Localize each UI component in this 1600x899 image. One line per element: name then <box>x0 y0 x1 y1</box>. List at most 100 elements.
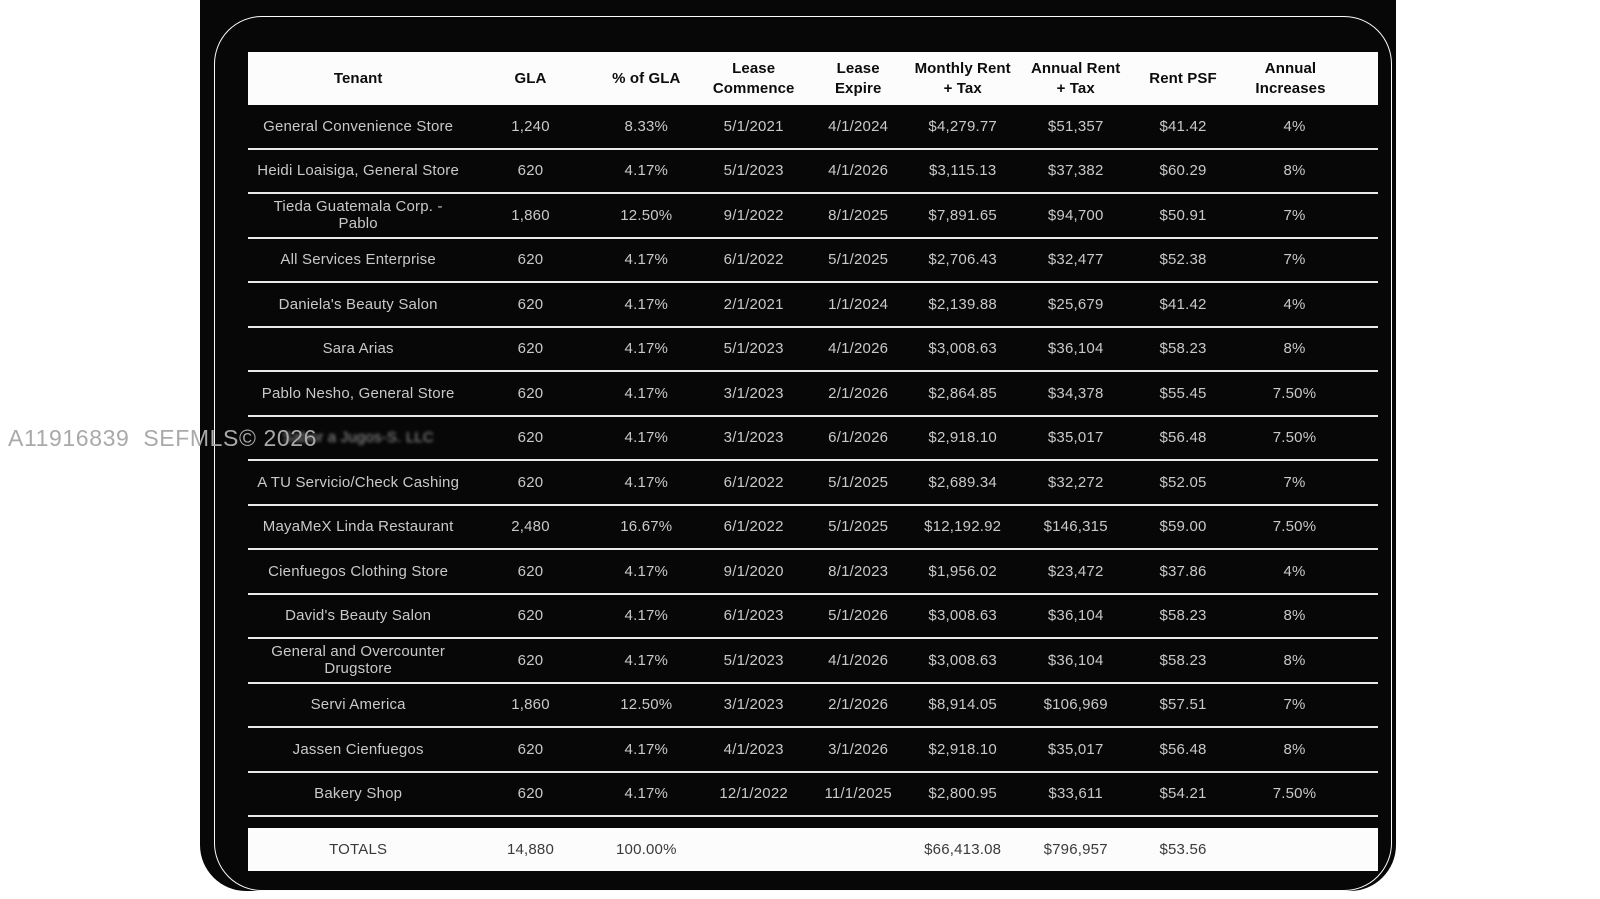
monthly-rent-cell: $3,008.63 <box>928 607 997 625</box>
monthly-rent-cell: $3,115.13 <box>928 162 997 180</box>
pct-gla-cell: 8.33% <box>624 117 669 135</box>
annual-increase-cell: 7% <box>1283 696 1306 714</box>
lease-commence-cell: 6/1/2022 <box>723 518 784 536</box>
rent-psf-cell: $50.91 <box>1159 206 1207 224</box>
rent-psf-cell: $54.21 <box>1159 785 1207 803</box>
table-row: Daniela's Beauty Salon 620 4.17% 2/1/2021 1/… <box>248 283 1378 328</box>
annual-rent-cell: $37,382 <box>1047 162 1104 180</box>
pct-gla-cell: 4.17% <box>624 473 669 491</box>
lease-commence-cell: 5/1/2021 <box>723 117 784 135</box>
totals-lease-expire <box>807 848 909 852</box>
annual-rent-cell: $146,315 <box>1043 518 1108 536</box>
pct-gla-cell: 4.17% <box>624 162 669 180</box>
table-row: Cienfuegos Clothing Store 620 4.17% 9/1/202… <box>248 550 1378 595</box>
table-row: David's Beauty Salon 620 4.17% 6/1/2023 5/1/… <box>248 595 1378 639</box>
totals-lease-commence <box>700 848 807 852</box>
gla-cell: 1,860 <box>511 206 550 224</box>
tenant-cell: Heidi Loaisiga, General Store <box>257 162 460 180</box>
rent-psf-cell: $52.38 <box>1159 251 1207 269</box>
rent-roll-table: Tenant GLA % of GLA Lease Commence Lease Exp… <box>248 52 1378 871</box>
annual-rent-cell: $25,679 <box>1047 295 1104 313</box>
lease-commence-cell: 4/1/2023 <box>723 740 784 758</box>
gla-cell: 620 <box>517 295 544 313</box>
lease-expire-cell: 8/1/2023 <box>828 562 889 580</box>
monthly-rent-cell: $2,800.95 <box>928 785 997 803</box>
lease-expire-cell: 5/1/2025 <box>828 473 889 491</box>
rent-psf-cell: $57.51 <box>1159 696 1207 714</box>
gla-cell: 1,860 <box>511 696 550 714</box>
column-header-annual-rent: Annual Rent + Tax <box>1030 60 1121 97</box>
gla-cell: 620 <box>517 162 544 180</box>
tenant-cell: Daniela's Beauty Salon <box>278 295 438 313</box>
rent-psf-cell: $59.00 <box>1159 518 1207 536</box>
tenant-cell: Pablo Nesho, General Store <box>261 384 455 402</box>
rent-psf-cell: $41.42 <box>1159 295 1207 313</box>
rent-psf-cell: $55.45 <box>1159 384 1207 402</box>
annual-rent-cell: $23,472 <box>1047 562 1104 580</box>
totals-row: TOTALS 14,880 100.00% $66,413.08 $796,957 $53… <box>248 828 1378 871</box>
table-row: Sara Arias 620 4.17% 5/1/2023 4/1/2026 $3,008… <box>248 328 1378 372</box>
table-row: Heidi Loaisiga, General Store 620 4.17% 5/1… <box>248 150 1378 194</box>
table-row: Jassen Cienfuegos 620 4.17% 4/1/2023 3/1/202… <box>248 728 1378 773</box>
annual-increase-cell: 7.50% <box>1272 785 1317 803</box>
lease-expire-cell: 3/1/2026 <box>828 740 889 758</box>
pct-gla-cell: 4.17% <box>624 295 669 313</box>
lease-expire-cell: 4/1/2026 <box>828 162 889 180</box>
pct-gla-cell: 4.17% <box>624 607 669 625</box>
table-row: General Convenience Store 1,240 8.33% 5/1/2… <box>248 105 1378 150</box>
pct-gla-cell: 4.17% <box>624 340 669 358</box>
gla-cell: 620 <box>517 607 544 625</box>
lease-commence-cell: 5/1/2023 <box>723 162 784 180</box>
tenant-cell: All Services Enterprise <box>280 251 436 269</box>
table-row: Servi America 1,860 12.50% 3/1/2023 2/1/2026… <box>248 684 1378 728</box>
annual-rent-cell: $35,017 <box>1047 740 1104 758</box>
pct-gla-cell: 16.67% <box>620 518 673 536</box>
annual-increase-cell: 7% <box>1283 206 1306 224</box>
lease-commence-cell: 5/1/2023 <box>723 651 784 669</box>
column-header-monthly-rent: Monthly Rent + Tax <box>914 60 1011 97</box>
totals-annual-rent: $796,957 <box>1043 840 1108 858</box>
lease-commence-cell: 3/1/2023 <box>723 696 784 714</box>
rent-psf-cell: $58.23 <box>1159 340 1207 358</box>
lease-expire-cell: 2/1/2026 <box>828 696 889 714</box>
pct-gla-cell: 4.17% <box>624 651 669 669</box>
monthly-rent-cell: $3,008.63 <box>928 340 997 358</box>
gla-cell: 620 <box>517 562 544 580</box>
rent-psf-cell: $56.48 <box>1159 740 1207 758</box>
annual-rent-cell: $94,700 <box>1047 206 1104 224</box>
annual-rent-cell: $32,477 <box>1047 251 1104 269</box>
tenant-cell: Servi America <box>310 696 406 714</box>
table-body: General Convenience Store 1,240 8.33% 5/1/2… <box>248 105 1378 817</box>
rent-roll-card: Tenant GLA % of GLA Lease Commence Lease Exp… <box>200 0 1396 891</box>
rent-psf-cell: $58.23 <box>1159 607 1207 625</box>
tenant-cell: Bakery Shop <box>314 785 403 803</box>
annual-increase-cell: 7.50% <box>1272 384 1317 402</box>
pct-gla-cell: 4.17% <box>624 384 669 402</box>
gla-cell: 620 <box>517 340 544 358</box>
tenant-cell: Jassen Cienfuegos <box>292 740 424 758</box>
annual-rent-cell: $33,611 <box>1048 785 1103 803</box>
monthly-rent-cell: $4,279.77 <box>928 117 997 135</box>
column-header-tenant: Tenant <box>333 69 383 87</box>
lease-expire-cell: 5/1/2025 <box>828 518 889 536</box>
tenant-cell: MayaMeX Linda Restaurant <box>262 518 454 536</box>
gla-cell: 620 <box>517 651 544 669</box>
rent-psf-cell: $52.05 <box>1159 473 1207 491</box>
pct-gla-cell: 4.17% <box>624 429 669 447</box>
tenant-cell: A TU Servicio/Check Cashing <box>257 473 460 491</box>
lease-expire-cell: 5/1/2025 <box>828 251 889 269</box>
rent-psf-cell: $41.42 <box>1159 117 1207 135</box>
totals-annual-increase <box>1231 848 1378 852</box>
gla-cell: 2,480 <box>511 518 550 536</box>
monthly-rent-cell: $2,706.43 <box>928 251 997 269</box>
annual-rent-cell: $36,104 <box>1047 340 1104 358</box>
lease-expire-cell: 4/1/2026 <box>828 340 889 358</box>
annual-rent-cell: $36,104 <box>1047 607 1104 625</box>
lease-commence-cell: 6/1/2022 <box>723 473 784 491</box>
monthly-rent-cell: $2,918.10 <box>928 429 997 447</box>
annual-rent-cell: $32,272 <box>1047 473 1104 491</box>
annual-increase-cell: 7% <box>1283 473 1306 491</box>
monthly-rent-cell: $1,956.02 <box>928 562 997 580</box>
monthly-rent-cell: $2,864.85 <box>928 384 997 402</box>
annual-rent-cell: $34,378 <box>1047 384 1104 402</box>
